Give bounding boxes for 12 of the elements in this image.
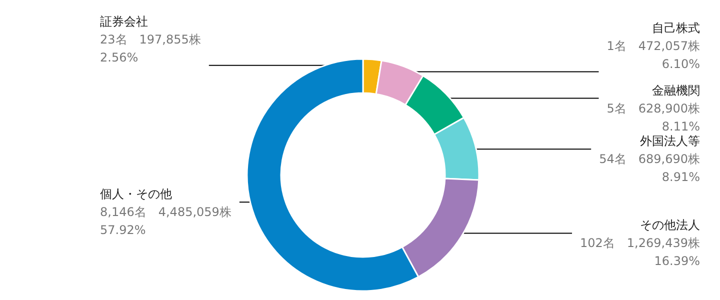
data-label: 8,146名 4,485,059株 57.92% [100, 205, 232, 238]
data-label: 5名 628,900株 8.11% [606, 101, 700, 134]
data-label: 102名 1,269,439株 16.39% [580, 236, 700, 268]
slice-label: その他法人 [640, 218, 700, 232]
data-label: 54名 689,690株 8.91% [599, 152, 700, 184]
slice-label: 個人・その他 [100, 187, 172, 202]
slice-label: 外国法人等 [640, 134, 700, 148]
slice-label: 証券会社 [100, 14, 148, 28]
slice-label: 自己株式 [652, 20, 700, 35]
slice-label: 金融機関 [652, 83, 700, 98]
data-label: 23名 197,855株 2.56% [100, 32, 201, 64]
data-label: 1名 472,057株 6.10% [606, 38, 700, 71]
